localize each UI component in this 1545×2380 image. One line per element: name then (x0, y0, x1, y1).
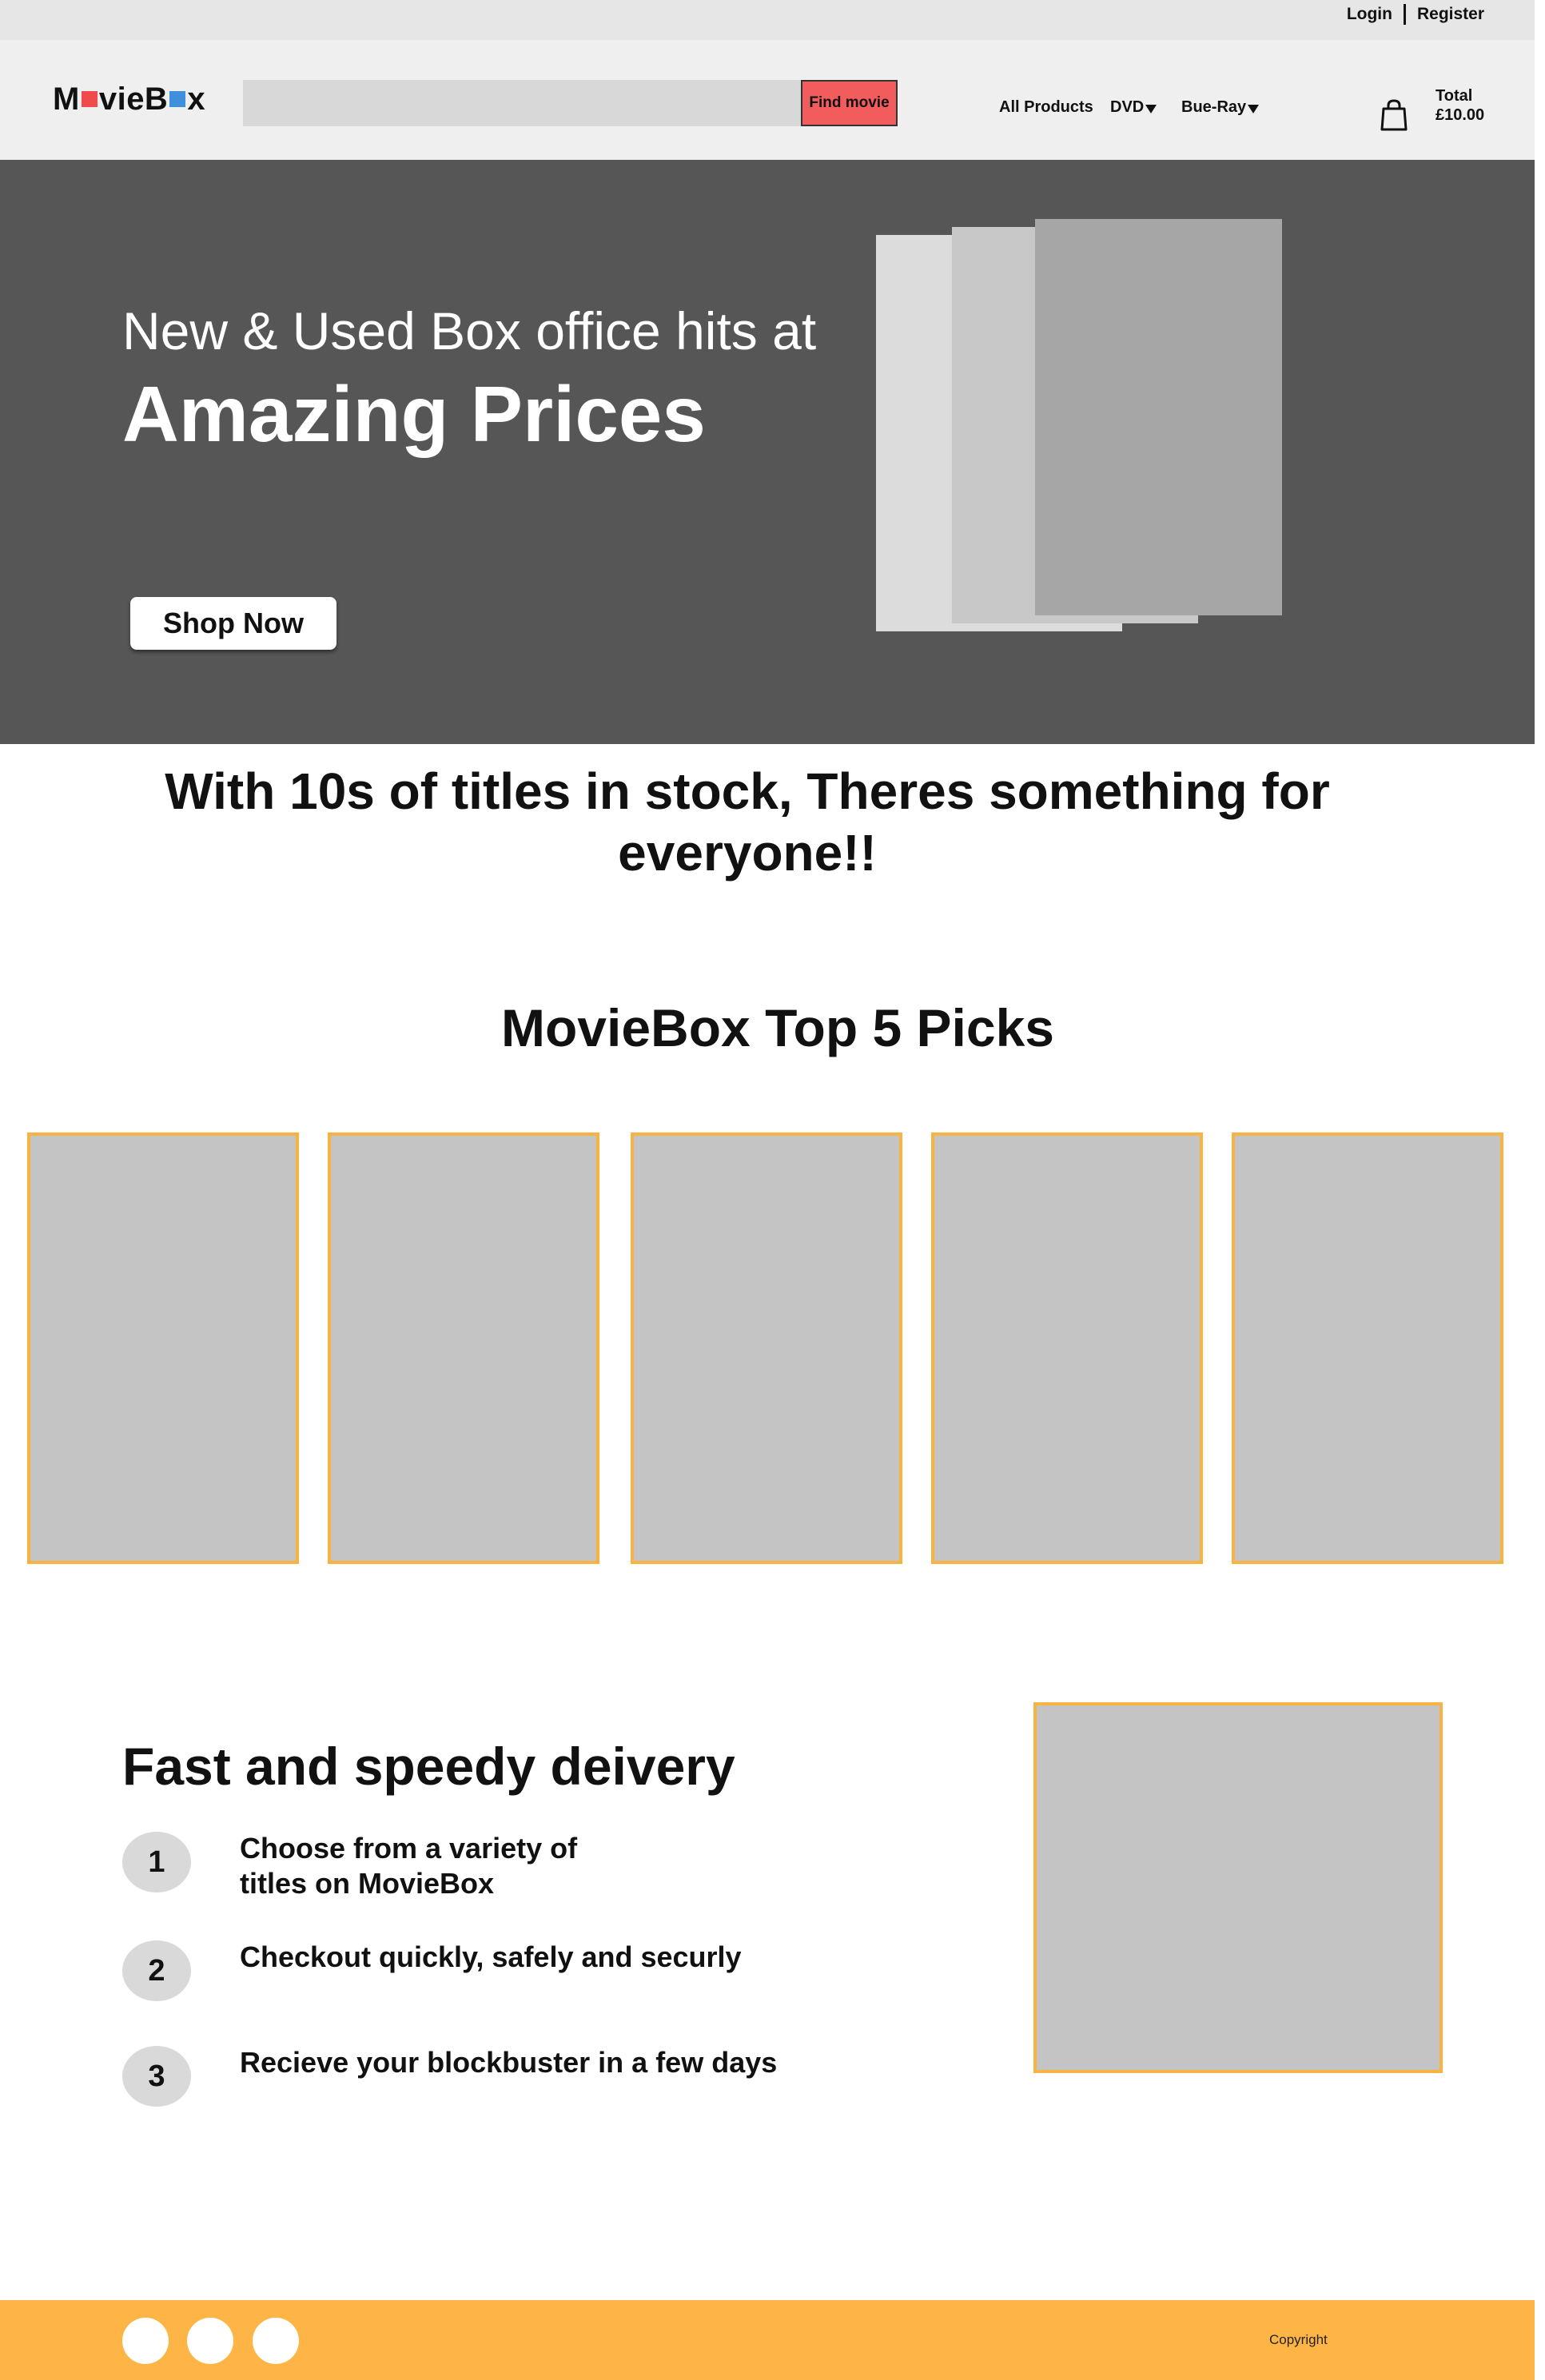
social-icon-2[interactable] (187, 2318, 233, 2364)
site-header: M vieB x Find movie All Products DVD Bue… (0, 40, 1535, 160)
cart-total-amount: £10.00 (1435, 106, 1485, 124)
moviebox-logo[interactable]: M vieB x (53, 83, 205, 115)
nav-bluray-dropdown[interactable]: Bue-Ray (1181, 98, 1260, 117)
step-number-2: 2 (122, 1940, 191, 2001)
search-input[interactable] (243, 80, 802, 126)
step-number-1: 1 (122, 1832, 191, 1892)
register-link[interactable]: Register (1416, 5, 1484, 23)
auth-divider (1403, 4, 1406, 25)
find-movie-button[interactable]: Find movie (801, 80, 898, 126)
logo-text-x: x (187, 82, 206, 117)
top-pick-card-2[interactable] (328, 1132, 599, 1564)
copyright-text: Copyright (1269, 2332, 1328, 2347)
top-pick-card-4[interactable] (931, 1132, 1203, 1564)
step-text-2: Checkout quickly, safely and securly (240, 1940, 742, 1973)
nav-dvd-label: DVD (1110, 98, 1145, 116)
cart-total-label: Total (1435, 87, 1473, 105)
step-text-3: Recieve your blockbuster in a few days (240, 2046, 778, 2079)
nav-bluray-label: Bue-Ray (1181, 98, 1247, 116)
shop-now-button[interactable]: Shop Now (130, 597, 336, 650)
delivery-title: Fast and speedy deivery (122, 1737, 735, 1796)
logo-text-mid: vieB (98, 82, 169, 117)
site-footer: Copyright (0, 2300, 1535, 2380)
top-pick-card-5[interactable] (1232, 1132, 1503, 1564)
logo-red-square-icon (81, 91, 98, 107)
hero-poster-front (1035, 219, 1282, 615)
step-1-line-2: titles on MovieBox (240, 1867, 495, 1900)
step-number-3: 3 (122, 2046, 191, 2107)
top-utility-bar: Login Register (0, 0, 1535, 40)
login-link[interactable]: Login (1346, 5, 1392, 23)
step-text-1: Choose from a variety of titles on Movie… (240, 1831, 577, 1901)
top-pick-card-3[interactable] (631, 1132, 902, 1564)
logo-blue-square-icon (169, 91, 186, 107)
cart-total[interactable]: Total £10.00 (1435, 86, 1484, 125)
shopping-bag-icon[interactable] (1380, 99, 1408, 131)
step-1-line-1: Choose from a variety of (240, 1832, 578, 1865)
top-pick-card-1[interactable] (27, 1132, 299, 1564)
stock-tagline: With 10s of titles in stock, Theres some… (165, 762, 1330, 882)
top-picks-title: MovieBox Top 5 Picks (501, 998, 1054, 1057)
logo-text-m: M (53, 82, 80, 117)
social-icon-1[interactable] (122, 2318, 169, 2364)
hero-banner: New & Used Box office hits at Amazing Pr… (0, 160, 1535, 744)
nav-dvd-dropdown[interactable]: DVD (1110, 98, 1157, 117)
hero-title: Amazing Prices (122, 370, 706, 458)
nav-all-products[interactable]: All Products (999, 98, 1093, 117)
hero-subtitle: New & Used Box office hits at (122, 301, 817, 360)
nav-all-products-label: All Products (999, 98, 1093, 116)
auth-links: Login Register (1347, 4, 1484, 25)
social-icon-3[interactable] (253, 2318, 299, 2364)
chevron-down-icon (1145, 105, 1157, 113)
delivery-image-placeholder (1033, 1702, 1443, 2073)
chevron-down-icon (1248, 105, 1260, 113)
